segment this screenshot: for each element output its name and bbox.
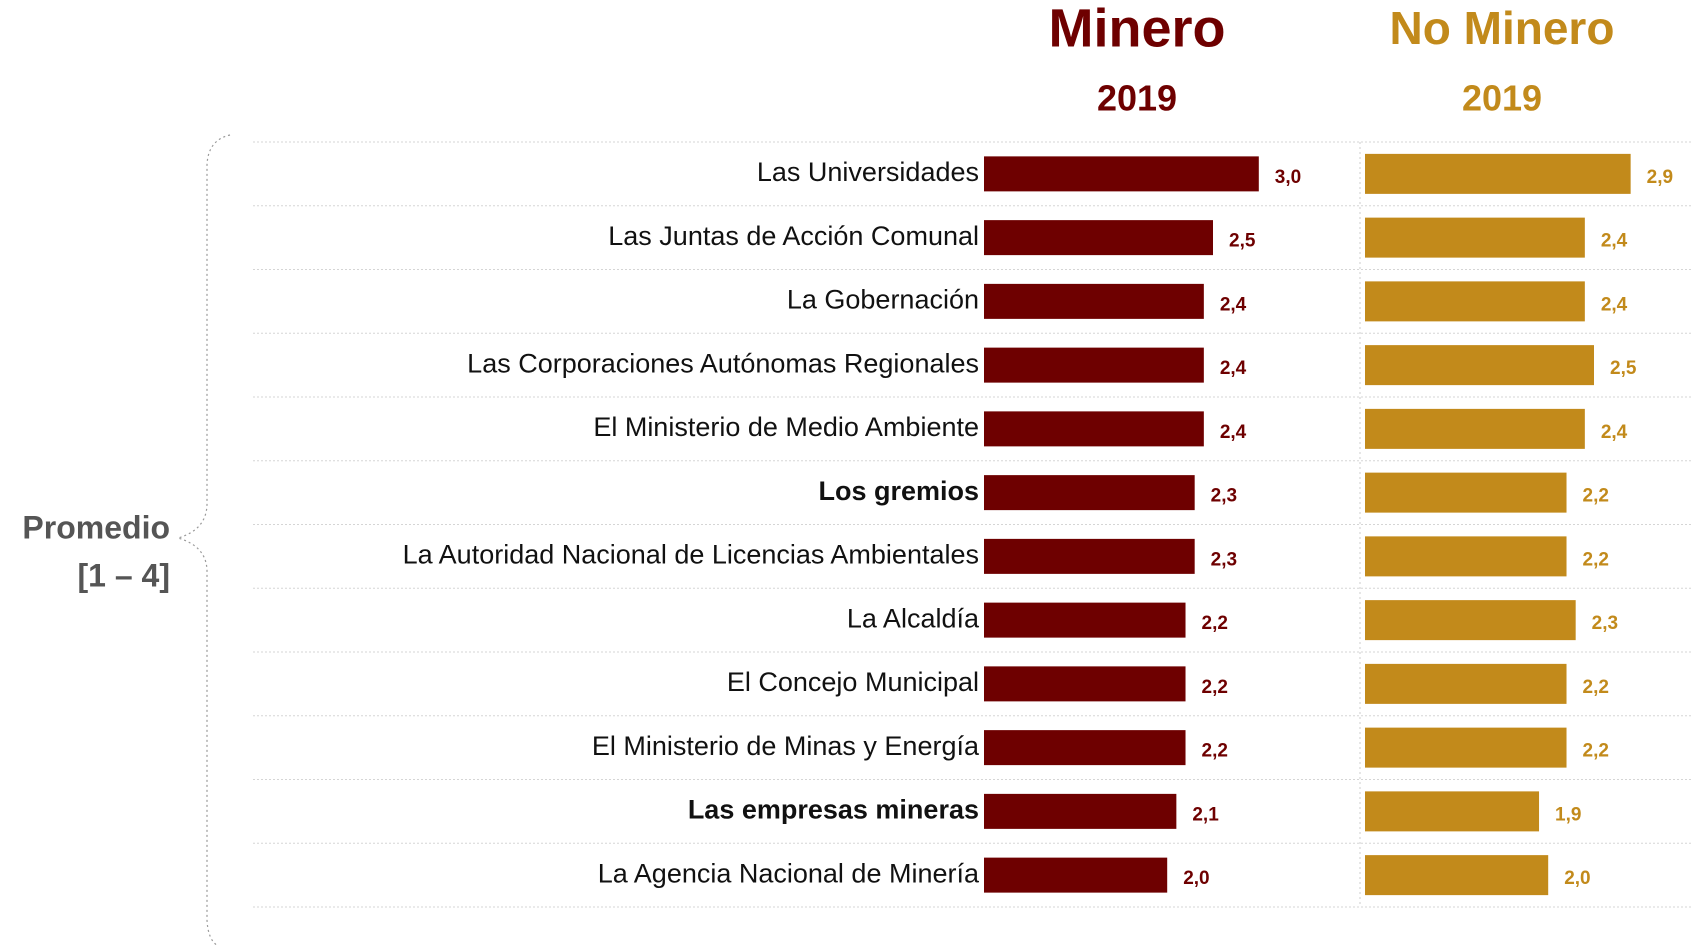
value-label: 2,3 <box>1592 613 1618 634</box>
bar <box>1365 600 1576 641</box>
bar <box>984 666 1186 702</box>
series-title: Minero <box>1048 0 1225 58</box>
bar <box>1365 408 1585 449</box>
bar <box>984 602 1186 638</box>
value-label: 2,4 <box>1220 358 1247 379</box>
bar <box>984 475 1195 511</box>
bar <box>1365 472 1567 513</box>
category-label: Las Universidades <box>757 157 979 187</box>
value-label: 1,9 <box>1555 804 1581 825</box>
bar <box>1365 281 1585 322</box>
category-label: Las Juntas de Acción Comunal <box>608 221 979 251</box>
series-year: 2019 <box>1097 78 1177 119</box>
value-label: 2,4 <box>1601 294 1628 315</box>
bar <box>984 220 1213 256</box>
bar <box>1365 217 1585 258</box>
axis-label: Promedio <box>22 509 170 545</box>
bar <box>1365 153 1631 194</box>
bar <box>984 730 1186 766</box>
value-label: 2,0 <box>1564 868 1590 889</box>
series-year: 2019 <box>1462 78 1542 119</box>
value-label: 2,2 <box>1583 486 1609 507</box>
value-label: 2,4 <box>1220 294 1247 315</box>
axis-label: [1 – 4] <box>78 557 170 593</box>
category-label: Las Corporaciones Autónomas Regionales <box>467 348 979 378</box>
value-label: 2,2 <box>1583 741 1609 762</box>
bar <box>1365 663 1567 704</box>
bar <box>984 793 1177 829</box>
bar <box>984 538 1195 574</box>
value-label: 2,3 <box>1211 549 1237 570</box>
category-label: El Ministerio de Minas y Energía <box>592 731 980 761</box>
value-label: 2,0 <box>1183 868 1209 889</box>
bar <box>984 156 1259 192</box>
value-label: 2,4 <box>1601 231 1628 252</box>
bar <box>1365 727 1567 768</box>
value-label: 3,0 <box>1275 167 1301 188</box>
category-label: El Concejo Municipal <box>727 667 979 697</box>
category-label: Las empresas mineras <box>688 795 979 825</box>
value-label: 2,4 <box>1220 422 1247 443</box>
value-label: 2,5 <box>1610 358 1637 379</box>
bar <box>984 411 1204 447</box>
value-label: 2,2 <box>1202 741 1228 762</box>
value-label: 2,2 <box>1583 677 1609 698</box>
value-label: 2,2 <box>1202 613 1228 634</box>
category-label: El Ministerio de Medio Ambiente <box>593 412 979 442</box>
bar <box>984 283 1204 319</box>
category-label: La Alcaldía <box>847 603 980 633</box>
bar <box>1365 791 1540 832</box>
bar <box>1365 855 1549 896</box>
value-label: 2,4 <box>1601 422 1628 443</box>
bar <box>1365 345 1594 386</box>
series-title: No Minero <box>1390 2 1615 54</box>
value-label: 2,3 <box>1211 486 1237 507</box>
value-label: 2,2 <box>1202 677 1228 698</box>
value-label: 2,5 <box>1229 231 1256 252</box>
category-label: La Autoridad Nacional de Licencias Ambie… <box>403 540 979 570</box>
value-label: 2,1 <box>1192 804 1219 825</box>
brace <box>175 134 231 947</box>
category-label: La Agencia Nacional de Minería <box>598 858 980 888</box>
bar <box>984 857 1168 893</box>
bar <box>1365 536 1567 577</box>
value-label: 2,2 <box>1583 549 1609 570</box>
value-label: 2,9 <box>1647 167 1673 188</box>
category-label: Los gremios <box>818 476 979 506</box>
category-label: La Gobernación <box>787 285 979 315</box>
bar <box>984 347 1204 383</box>
